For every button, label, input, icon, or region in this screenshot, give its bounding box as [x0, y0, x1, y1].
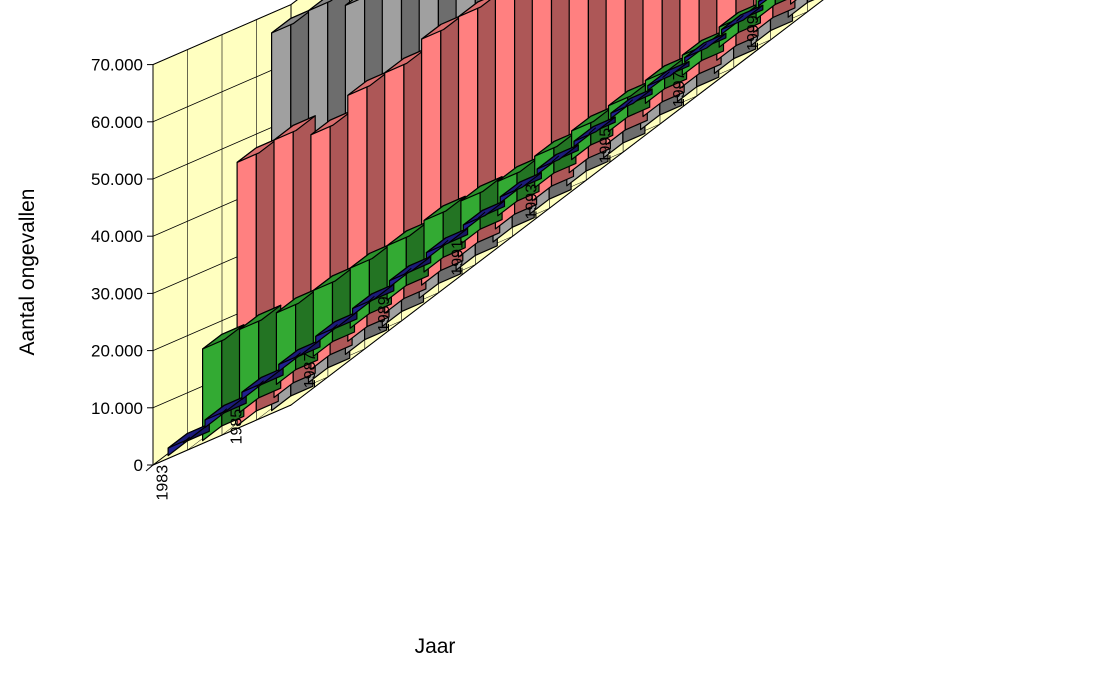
bar-top	[273, 115, 316, 141]
x-tick-label: 1991	[450, 240, 467, 276]
y-axis-ticks: 0 10.000 20.000 30.000 40.000 50.000 60.000 70.…	[91, 56, 153, 475]
bar-top	[423, 195, 466, 222]
bar-doden-1989	[388, 255, 432, 288]
bar-top	[647, 60, 690, 87]
x-tick-12	[588, 127, 597, 135]
bar-top	[344, 0, 360, 7]
x-tick-1	[182, 436, 191, 444]
x-tick-label: 1995	[597, 128, 614, 164]
x-axis-ticks: 1983198519871989199119931995199719992001…	[145, 15, 762, 501]
bar-doden-1996	[647, 60, 690, 91]
bar-licht-gewonden-1998	[789, 0, 797, 5]
bar-doden-1993	[536, 144, 579, 176]
x-tick-label: 1997	[671, 71, 688, 107]
bar-top	[757, 0, 764, 2]
x-tick-3	[256, 380, 265, 388]
x-tick-2	[219, 408, 228, 416]
bar-doden-1986	[278, 339, 321, 372]
x-axis-label: Jaar	[415, 635, 456, 658]
y-tick-label: 0	[134, 456, 143, 475]
y-tick-label: 10.000	[91, 399, 143, 418]
y-tick-label: 20.000	[91, 342, 143, 361]
x-tick-11	[551, 155, 560, 163]
bar-doden-1998	[720, 4, 764, 35]
x-tick-4	[293, 352, 301, 359]
bar-doden-1983	[167, 423, 210, 457]
x-tick-label: 1983	[154, 465, 171, 501]
x-tick-label: 1993	[524, 184, 541, 220]
chart-bars	[167, 0, 815, 457]
bar-doden-1985	[241, 367, 284, 400]
x-tick-8	[440, 239, 449, 247]
y-tick-label: 70.000	[91, 56, 143, 75]
y-tick-label: 40.000	[91, 227, 143, 246]
x-tick-13	[625, 99, 634, 107]
bar-doden-1984	[204, 395, 247, 429]
bar-front	[757, 0, 768, 7]
bar-top	[457, 0, 491, 18]
x-tick-label: 1999	[745, 15, 762, 51]
bar-top	[684, 32, 727, 59]
y-tick-label: 60.000	[91, 113, 143, 132]
bar-front	[789, 0, 797, 5]
x-tick-10	[514, 183, 523, 191]
y-tick-label: 50.000	[91, 170, 143, 189]
x-tick-6	[367, 296, 375, 303]
bar-doden-1999	[757, 0, 768, 7]
x-tick-16	[736, 15, 744, 22]
bar-top	[425, 227, 469, 254]
bar-doden-1990	[425, 227, 469, 260]
x-tick-label: 1985	[228, 409, 245, 445]
x-tick-15	[699, 43, 707, 50]
bar-side	[772, 0, 796, 19]
gridline-7	[152, 0, 298, 65]
x-tick-0	[145, 464, 154, 472]
bar-doden-1997	[684, 32, 727, 63]
x-tick-label: 1987	[302, 352, 319, 388]
bar-side	[806, 0, 815, 4]
bar-ernstig-gewonden-1993	[570, 106, 614, 161]
bar-side	[774, 0, 787, 6]
bar-top	[388, 255, 432, 282]
y-tick-label: 30.000	[91, 284, 143, 303]
bar-top	[720, 4, 764, 31]
bar-top	[460, 176, 503, 202]
x-tick-9	[477, 211, 486, 219]
y-axis-label: Aantal ongevallen	[16, 189, 39, 356]
x-tick-7	[403, 267, 412, 275]
x-tick-label: 1989	[376, 296, 393, 332]
bar-top	[307, 0, 333, 12]
bar-top	[202, 324, 245, 350]
x-tick-14	[662, 71, 670, 78]
bar-top	[238, 304, 282, 331]
bar-doden-1987	[315, 311, 358, 344]
x-tick-5	[330, 324, 338, 331]
